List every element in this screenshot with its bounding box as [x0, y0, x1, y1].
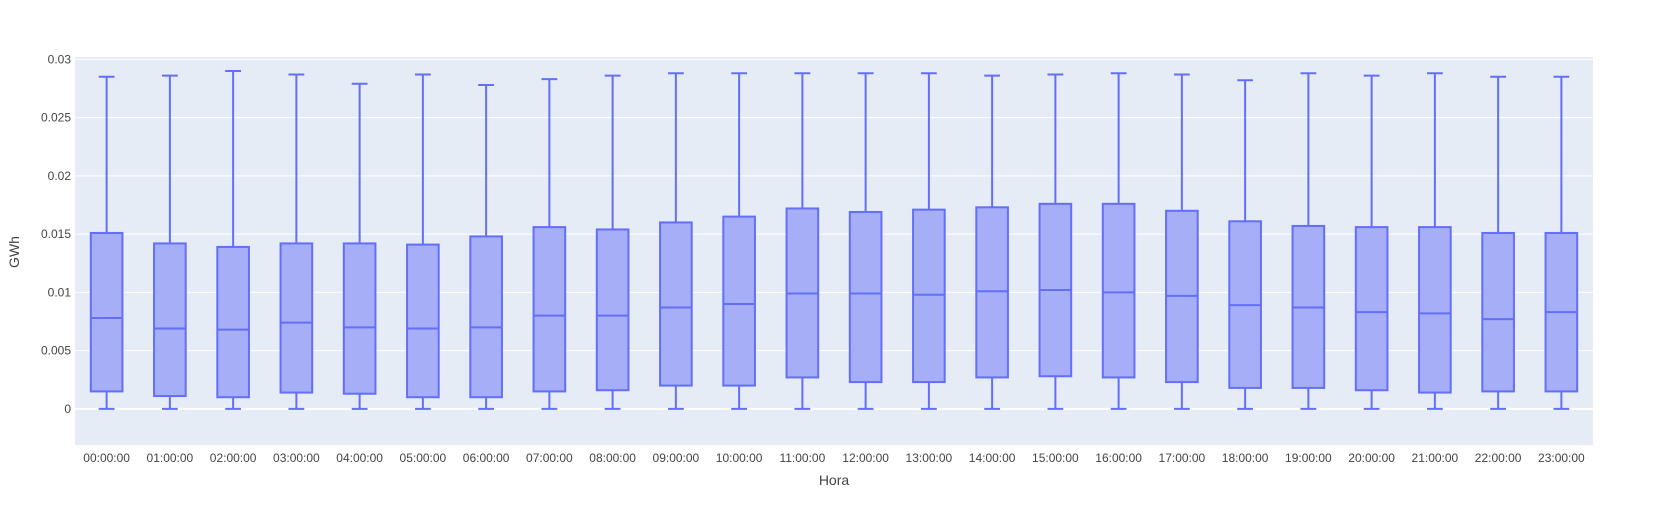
box-04	[342, 82, 377, 410]
box-18	[1228, 79, 1262, 410]
iqr-box	[1481, 231, 1515, 393]
box-20	[1354, 74, 1389, 410]
iqr-box	[1418, 226, 1452, 394]
x-tick-label: 08:00:00	[589, 451, 636, 465]
x-tick-label: 14:00:00	[969, 451, 1016, 465]
iqr-box	[1101, 202, 1136, 379]
x-axis-title: Hora	[819, 472, 850, 488]
box-16	[1101, 72, 1136, 410]
box-13	[912, 72, 946, 410]
iqr-box	[1354, 226, 1389, 392]
iqr-box	[659, 221, 693, 387]
box-08	[595, 74, 630, 410]
y-tick-label: 0.02	[48, 169, 72, 183]
gridlines	[75, 58, 1593, 410]
box-05	[406, 73, 440, 410]
x-tick-label: 04:00:00	[336, 451, 383, 465]
box-11	[785, 72, 820, 410]
y-tick-label: 0.03	[48, 52, 72, 66]
box-19	[1291, 72, 1326, 410]
x-tick-label: 03:00:00	[273, 451, 320, 465]
box-12	[848, 72, 883, 410]
y-tick-label: 0.015	[41, 227, 71, 241]
x-tick-label: 12:00:00	[842, 451, 889, 465]
x-tick-label: 01:00:00	[147, 451, 194, 465]
box-03	[279, 73, 314, 410]
x-tick-label: 02:00:00	[210, 451, 257, 465]
box-09	[659, 72, 693, 410]
x-tick-label: 11:00:00	[779, 451, 825, 465]
iqr-box	[89, 231, 124, 393]
x-tick-label: 20:00:00	[1348, 451, 1395, 465]
iqr-box	[279, 242, 314, 394]
box-17	[1165, 73, 1199, 410]
x-tick-label: 00:00:00	[83, 451, 130, 465]
iqr-box	[848, 210, 883, 384]
x-tick-label: 19:00:00	[1285, 451, 1332, 465]
box-02	[216, 69, 250, 410]
y-tick-label: 0.005	[41, 344, 71, 358]
box-15	[1038, 73, 1073, 410]
y-axis-title: GWh	[6, 236, 22, 268]
box-21	[1418, 72, 1452, 410]
iqr-box	[722, 215, 756, 387]
x-tick-label: 16:00:00	[1095, 451, 1142, 465]
x-tick-label: 07:00:00	[526, 451, 573, 465]
iqr-box	[595, 228, 630, 392]
x-tick-label: 21:00:00	[1412, 451, 1459, 465]
iqr-box	[469, 235, 503, 399]
plot-background	[75, 57, 1593, 445]
iqr-box	[153, 242, 187, 398]
x-tick-label: 13:00:00	[906, 451, 953, 465]
box-22	[1481, 75, 1515, 410]
box-00	[89, 75, 124, 410]
iqr-box	[975, 206, 1009, 379]
y-tick-label: 0	[64, 402, 71, 416]
x-tick-label: 17:00:00	[1159, 451, 1206, 465]
box-14	[975, 74, 1009, 410]
box-06	[469, 83, 503, 410]
box-07	[532, 78, 567, 410]
x-tick-label: 05:00:00	[400, 451, 447, 465]
boxes	[89, 69, 1579, 410]
x-tick-label: 06:00:00	[463, 451, 510, 465]
box-23	[1544, 75, 1579, 410]
y-tick-label: 0.01	[48, 285, 72, 299]
y-tick-label: 0.025	[41, 111, 71, 125]
box-01	[153, 74, 187, 410]
x-tick-label: 15:00:00	[1032, 451, 1079, 465]
iqr-box	[406, 243, 440, 399]
y-axis-ticks: 0 0.005 0.01 0.015 0.02 0.025 0.03	[41, 52, 71, 416]
x-tick-label: 10:00:00	[716, 451, 763, 465]
x-tick-label: 22:00:00	[1475, 451, 1522, 465]
x-tick-label: 23:00:00	[1538, 451, 1585, 465]
iqr-box	[342, 242, 377, 395]
iqr-box	[216, 245, 250, 399]
iqr-box	[912, 208, 946, 384]
x-tick-label: 09:00:00	[653, 451, 700, 465]
x-tick-label: 18:00:00	[1222, 451, 1269, 465]
iqr-box	[532, 226, 567, 393]
box-10	[722, 72, 756, 410]
x-axis-ticks: 00:00:00 01:00:00 02:00:00 03:00:00 04:00:00…	[83, 451, 1585, 465]
